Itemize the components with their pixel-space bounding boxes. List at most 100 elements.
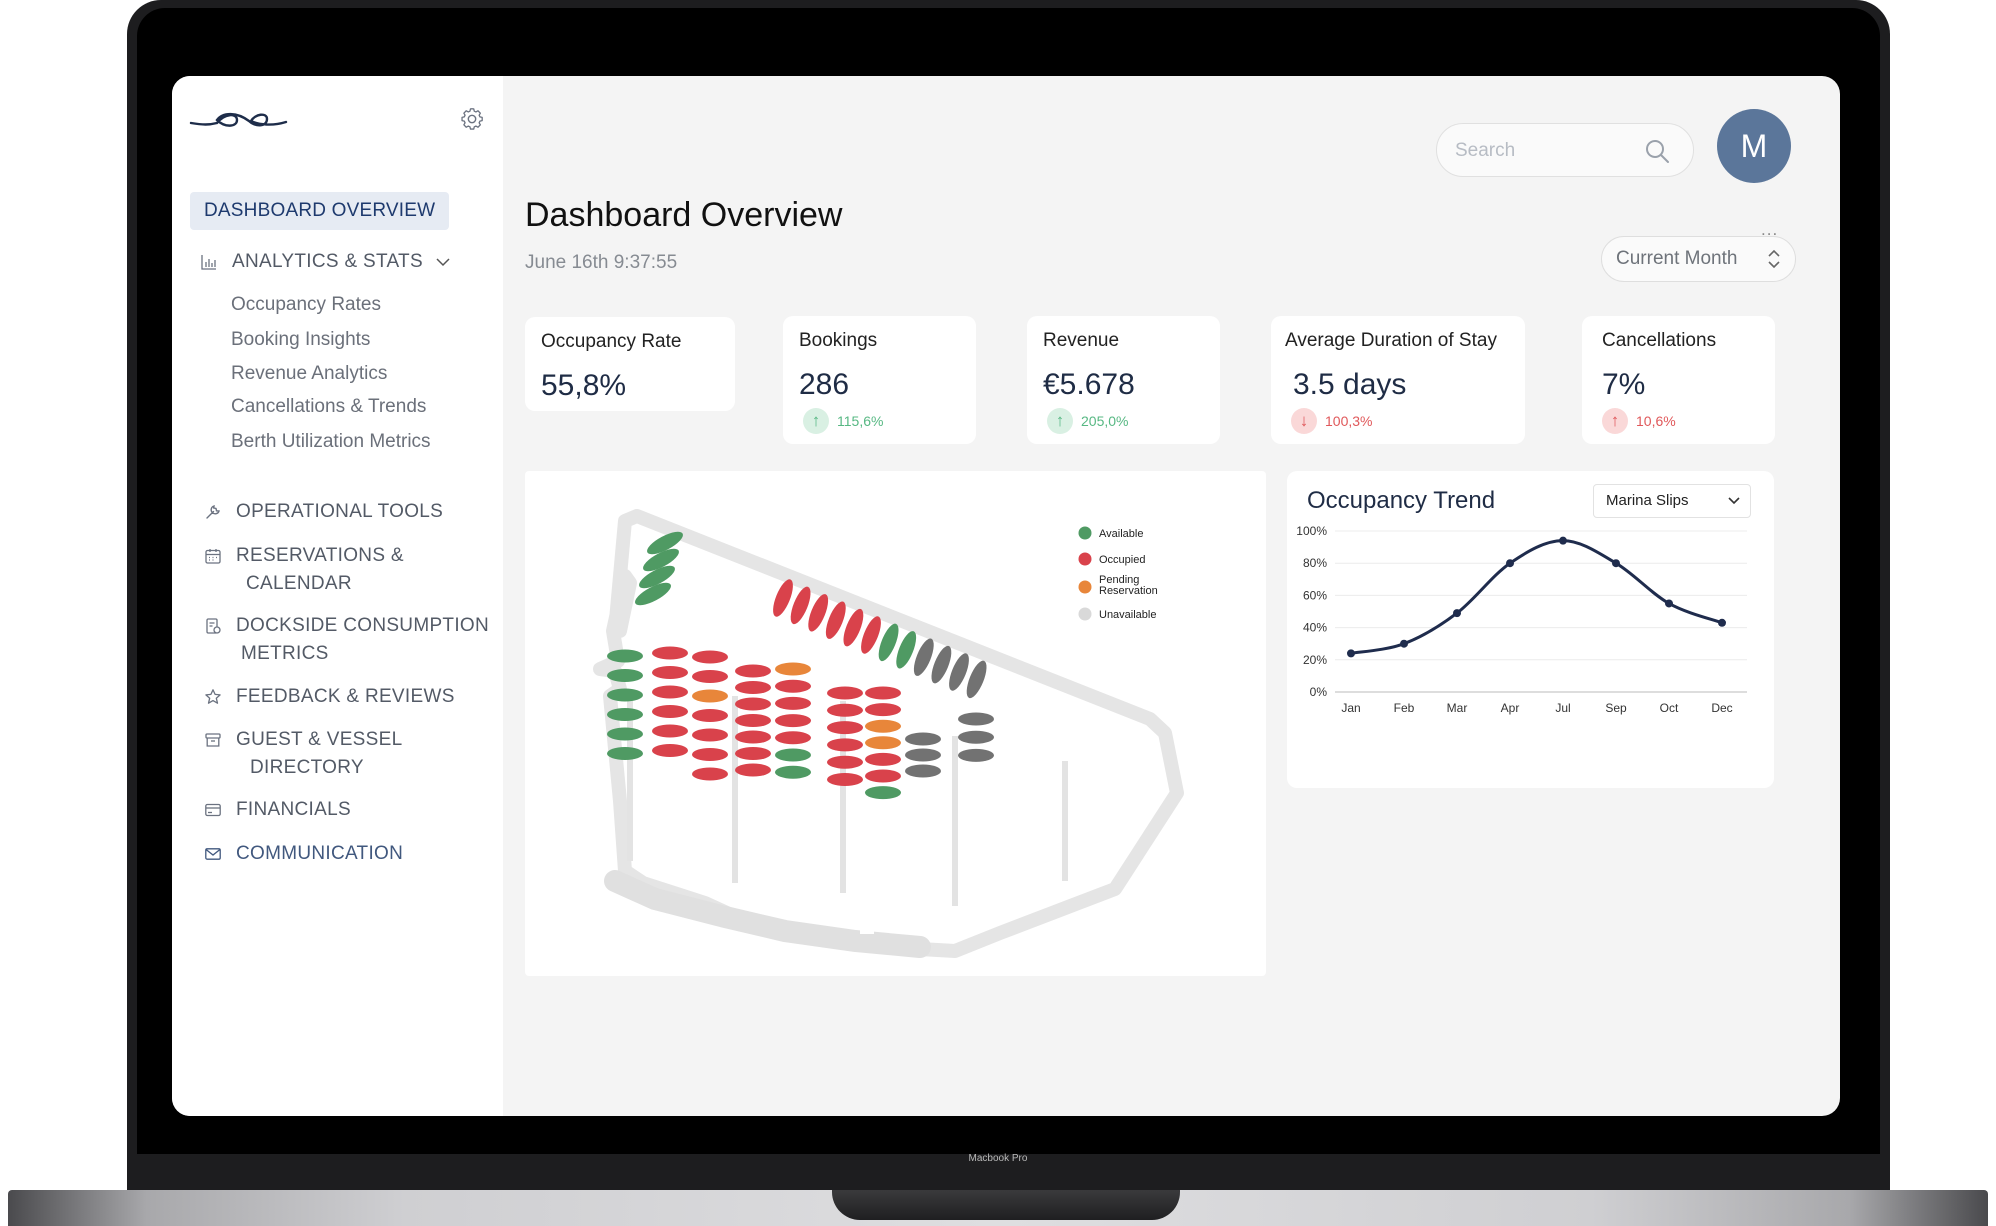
nav-dockside-consumption[interactable]: DOCKSIDE CONSUMPTION METRICS xyxy=(204,612,489,668)
trend-point[interactable] xyxy=(1718,618,1726,627)
nav-dashboard-overview[interactable]: DASHBOARD OVERVIEW xyxy=(190,192,450,230)
berth-slip-occupied[interactable] xyxy=(692,650,728,664)
berth-slip-available[interactable] xyxy=(607,688,643,702)
berth-slip-occupied[interactable] xyxy=(652,724,688,738)
berth-slip-occupied[interactable] xyxy=(827,773,863,786)
trend-point[interactable] xyxy=(1612,559,1620,568)
slip-type-select[interactable]: Marina Slips xyxy=(1593,484,1751,518)
berth-slip-occupied[interactable] xyxy=(865,769,901,783)
berth-slip-occupied[interactable] xyxy=(827,721,863,735)
berth-slip-occupied[interactable] xyxy=(652,744,688,757)
berth-slip-unavailable[interactable] xyxy=(905,748,941,762)
berth-slip-occupied[interactable] xyxy=(857,614,885,656)
berth-slip-occupied[interactable] xyxy=(735,714,771,727)
berth-slip-occupied[interactable] xyxy=(822,599,850,641)
berth-slip-occupied[interactable] xyxy=(692,767,728,781)
berth-slip-occupied[interactable] xyxy=(775,714,811,728)
berth-slip-occupied[interactable] xyxy=(769,577,797,619)
berth-slip-available[interactable] xyxy=(636,561,678,592)
berth-slip-occupied[interactable] xyxy=(735,681,771,694)
berth-slip-available[interactable] xyxy=(775,748,811,762)
chevron-down-icon[interactable] xyxy=(435,254,451,270)
berth-slip-occupied[interactable] xyxy=(775,679,811,693)
berth-slip-occupied[interactable] xyxy=(827,755,863,769)
more-options-button[interactable]: ... xyxy=(1761,220,1779,239)
berth-slip-available[interactable] xyxy=(892,629,920,671)
trend-point[interactable] xyxy=(1665,599,1673,608)
nav-communication[interactable]: COMMUNICATION xyxy=(204,840,403,868)
berth-slip-occupied[interactable] xyxy=(787,584,815,626)
nav-berth-utilization[interactable]: Berth Utilization Metrics xyxy=(231,431,431,452)
berth-slip-occupied[interactable] xyxy=(865,703,901,717)
berth-slip-occupied[interactable] xyxy=(692,728,728,742)
berth-slip-occupied[interactable] xyxy=(775,696,811,710)
berth-slip-occupied[interactable] xyxy=(652,705,688,718)
search-input[interactable] xyxy=(1455,138,1645,164)
settings-gear-icon[interactable] xyxy=(459,106,485,132)
trend-point[interactable] xyxy=(1559,536,1567,545)
nav-operational-tools[interactable]: OPERATIONAL TOOLS xyxy=(204,498,443,526)
berth-slip-occupied[interactable] xyxy=(735,763,771,777)
berth-slip-occupied[interactable] xyxy=(735,747,771,760)
berth-slip-pending[interactable] xyxy=(865,736,901,750)
berth-slip-occupied[interactable] xyxy=(652,666,688,679)
berth-slip-available[interactable] xyxy=(607,727,643,741)
nav-revenue-analytics[interactable]: Revenue Analytics xyxy=(231,363,388,384)
berth-slip-available[interactable] xyxy=(875,621,903,663)
berth-slip-occupied[interactable] xyxy=(735,730,771,744)
nav-reservations-calendar[interactable]: RESERVATIONS & CALENDAR xyxy=(204,542,404,598)
berth-slip-occupied[interactable] xyxy=(827,703,863,717)
berth-slip-occupied[interactable] xyxy=(865,686,901,700)
nav-booking-insights[interactable]: Booking Insights xyxy=(231,329,371,350)
berth-slip-unavailable[interactable] xyxy=(927,643,955,685)
user-avatar[interactable]: M xyxy=(1717,109,1791,183)
berth-slip-available[interactable] xyxy=(865,786,901,800)
berth-slip-unavailable[interactable] xyxy=(963,658,991,700)
berth-slip-pending[interactable] xyxy=(775,662,811,676)
berth-slip-occupied[interactable] xyxy=(652,646,688,660)
berth-slip-occupied[interactable] xyxy=(692,748,728,761)
berth-slip-unavailable[interactable] xyxy=(910,636,938,678)
nav-financials[interactable]: FINANCIALS xyxy=(204,796,351,824)
berth-slip-available[interactable] xyxy=(775,765,811,779)
period-select[interactable]: Current Month xyxy=(1601,236,1796,282)
dock-building xyxy=(860,916,874,934)
berth-slip-occupied[interactable] xyxy=(775,731,811,745)
berth-slip-occupied[interactable] xyxy=(735,697,771,711)
berth-slip-occupied[interactable] xyxy=(865,752,901,766)
berth-slip-available[interactable] xyxy=(607,649,643,663)
berth-slip-occupied[interactable] xyxy=(839,606,867,648)
berth-slip-occupied[interactable] xyxy=(735,664,771,678)
berth-slip-available[interactable] xyxy=(607,669,643,682)
berth-slip-occupied[interactable] xyxy=(652,685,688,699)
nav-analytics-stats[interactable]: ANALYTICS & STATS xyxy=(200,248,451,276)
trend-point[interactable] xyxy=(1453,609,1461,618)
berth-slip-available[interactable] xyxy=(607,708,643,721)
search-box[interactable] xyxy=(1436,123,1694,177)
berth-slip-unavailable[interactable] xyxy=(905,764,941,778)
berth-slip-occupied[interactable] xyxy=(692,670,728,683)
nav-cancellations-trends[interactable]: Cancellations & Trends xyxy=(231,396,427,417)
berth-slip-pending[interactable] xyxy=(865,719,901,733)
search-icon[interactable] xyxy=(1643,137,1671,165)
nav-occupancy-rates[interactable]: Occupancy Rates xyxy=(231,294,381,315)
berth-slip-unavailable[interactable] xyxy=(958,748,994,762)
berth-slip-occupied[interactable] xyxy=(692,709,728,722)
berth-slip-pending[interactable] xyxy=(692,689,728,703)
berth-slip-occupied[interactable] xyxy=(827,738,863,752)
berth-slip-unavailable[interactable] xyxy=(958,712,994,726)
berth-slip-occupied[interactable] xyxy=(804,592,832,634)
trend-point[interactable] xyxy=(1400,639,1408,648)
berth-slip-available[interactable] xyxy=(640,544,682,575)
berth-slip-unavailable[interactable] xyxy=(945,651,973,693)
berth-slip-available[interactable] xyxy=(607,747,643,760)
trend-point[interactable] xyxy=(1347,649,1355,658)
nav-guest-vessel-directory[interactable]: GUEST & VESSEL DIRECTORY xyxy=(204,726,402,782)
berth-slip-unavailable[interactable] xyxy=(905,732,941,746)
berth-slip-occupied[interactable] xyxy=(827,686,863,700)
trend-point[interactable] xyxy=(1506,559,1514,568)
berth-slip-unavailable[interactable] xyxy=(958,730,994,744)
berth-slip-available[interactable] xyxy=(644,527,686,558)
nav-feedback-reviews[interactable]: FEEDBACK & REVIEWS xyxy=(204,683,455,711)
berth-slip-available[interactable] xyxy=(632,578,674,609)
